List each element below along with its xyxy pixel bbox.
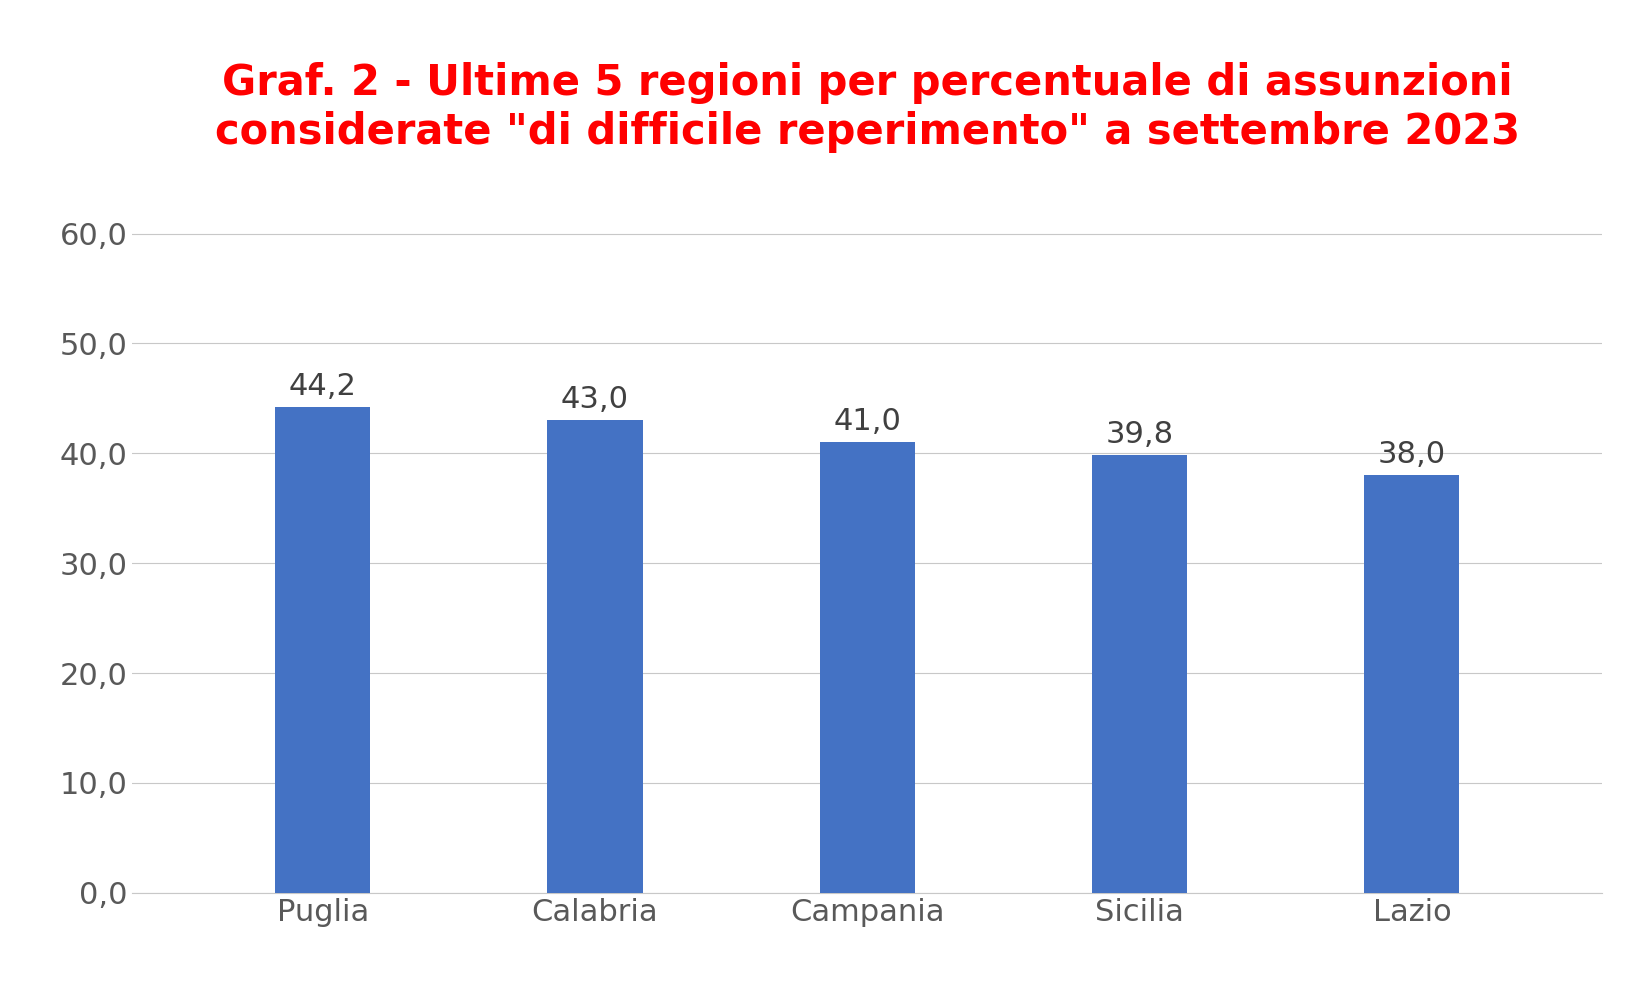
Bar bbox=[819, 442, 915, 893]
Bar bbox=[547, 421, 643, 893]
Bar bbox=[276, 407, 370, 893]
Text: 44,2: 44,2 bbox=[289, 372, 357, 401]
Text: 38,0: 38,0 bbox=[1378, 439, 1446, 468]
Text: 39,8: 39,8 bbox=[1105, 420, 1173, 448]
Title: Graf. 2 - Ultime 5 regioni per percentuale di assunzioni
considerate "di diffici: Graf. 2 - Ultime 5 regioni per percentua… bbox=[215, 62, 1520, 153]
Bar bbox=[1092, 455, 1188, 893]
Text: 41,0: 41,0 bbox=[833, 407, 902, 435]
Bar bbox=[1365, 475, 1459, 893]
Text: 43,0: 43,0 bbox=[562, 385, 629, 414]
